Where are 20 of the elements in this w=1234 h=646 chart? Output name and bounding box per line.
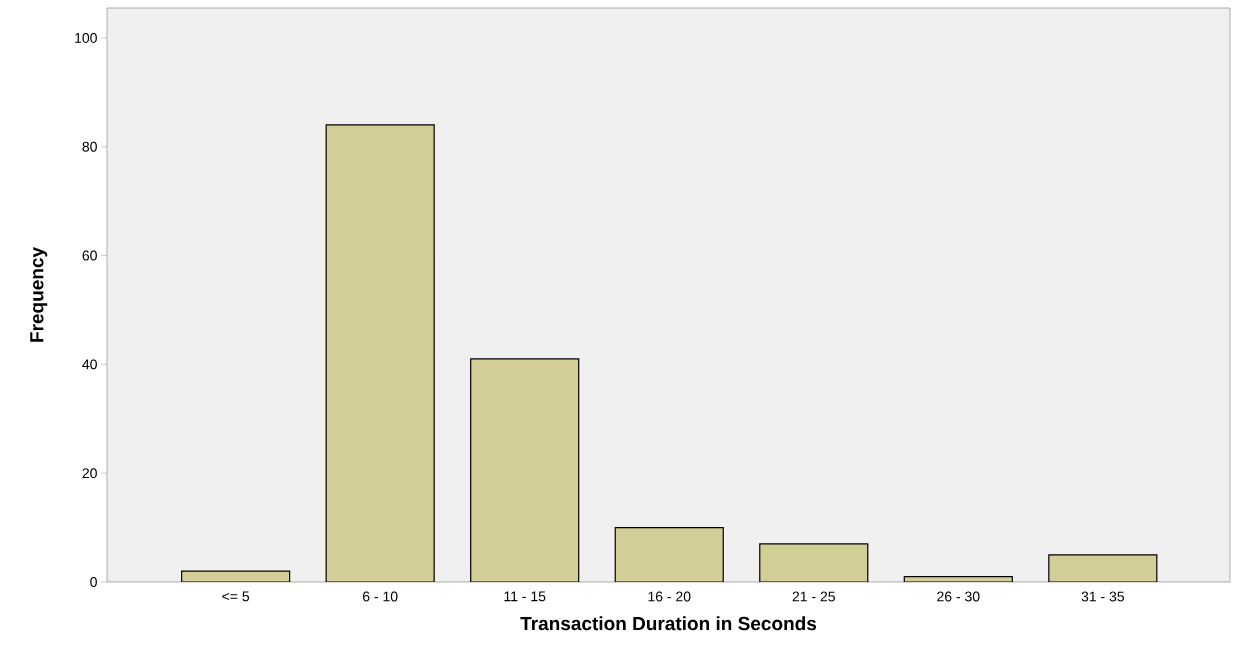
y-tick-label: 60 <box>82 250 97 261</box>
x-tick-label: 11 - 15 <box>504 591 546 602</box>
x-tick-label: 21 - 25 <box>792 591 835 602</box>
y-tick-label: 100 <box>75 32 97 43</box>
x-tick-label: 26 - 30 <box>937 591 980 602</box>
x-tick-label: 16 - 20 <box>648 591 691 602</box>
x-axis-title: Transaction Duration in Seconds <box>520 616 817 631</box>
y-tick-label: 20 <box>82 468 97 479</box>
y-tick-label: 0 <box>90 577 97 587</box>
y-tick-label: 40 <box>82 359 97 370</box>
x-tick-label: <= 5 <box>222 591 250 602</box>
bar <box>759 543 869 582</box>
bar <box>325 124 435 582</box>
bar <box>470 358 580 582</box>
bar <box>614 526 724 582</box>
y-axis-title: Frequency <box>30 247 48 342</box>
bar <box>1048 554 1158 582</box>
y-tick-label: 80 <box>82 141 97 152</box>
x-tick-label: 6 - 10 <box>362 591 398 602</box>
x-tick-label: 31 - 35 <box>1081 591 1125 602</box>
